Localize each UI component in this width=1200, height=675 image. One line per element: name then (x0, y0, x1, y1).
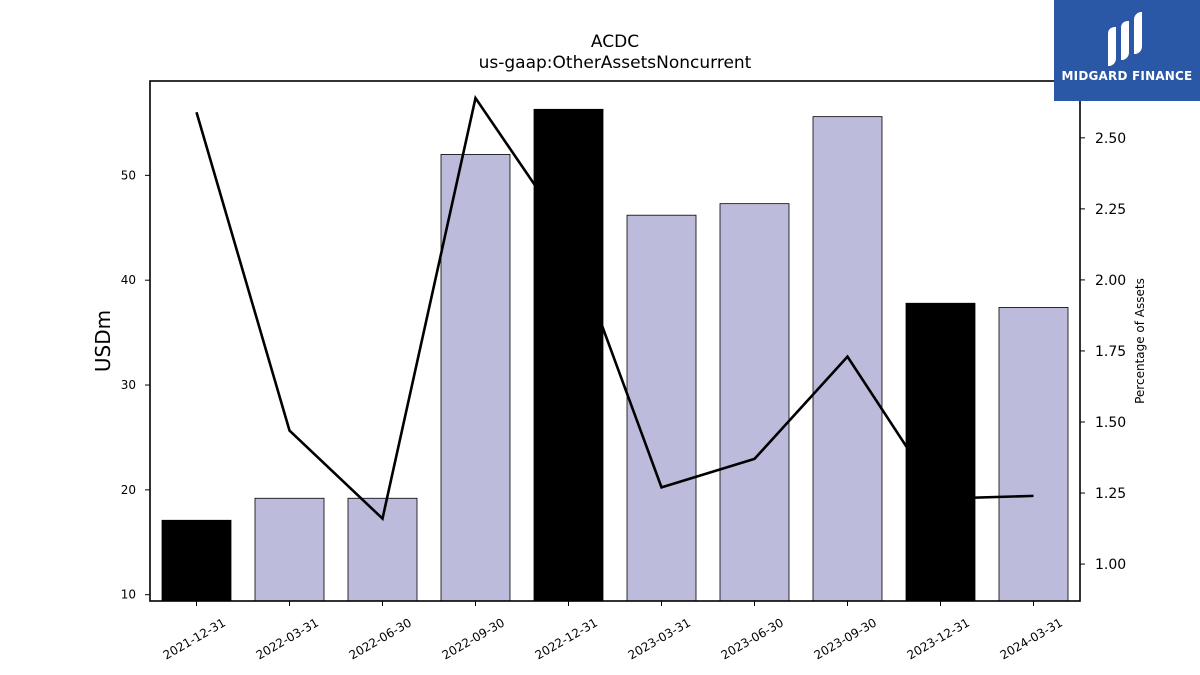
x-tick-label: 2023-03-31 (626, 615, 693, 662)
y2-tick-label: 1.25 (1095, 486, 1126, 502)
y-axis-label: USDm (91, 310, 115, 372)
bar (533, 108, 604, 602)
series-line (195, 94, 1034, 522)
x-tick-label: 2023-06-30 (719, 615, 786, 662)
x-tick-label: 2021-12-31 (161, 615, 228, 662)
x-tick-label: 2022-09-30 (440, 615, 507, 662)
y2-tick-label: 2.50 (1095, 131, 1126, 147)
logo-mark-icon (1108, 12, 1142, 66)
y2-axis-label: Percentage of Assets (1133, 278, 1147, 404)
bar (626, 214, 697, 602)
y-tick-label: 40 (121, 273, 136, 287)
chart-title: ACDC (590, 32, 640, 52)
y2-tick-label: 2.00 (1095, 273, 1126, 289)
y2-tick-label: 1.50 (1095, 415, 1126, 431)
y2-tick-label: 1.75 (1095, 344, 1126, 360)
y-tick-label: 10 (121, 588, 136, 602)
y-tick-label: 50 (121, 168, 136, 182)
y-tick-label: 30 (121, 378, 136, 392)
x-tick-label: 2023-12-31 (905, 615, 972, 662)
bar (440, 153, 511, 602)
x-tick-label: 2022-12-31 (533, 615, 600, 662)
x-tick-label: 2024-03-31 (998, 615, 1065, 662)
chart-subtitle: us-gaap:OtherAssetsNoncurrent (478, 53, 752, 73)
bar (905, 302, 976, 602)
x-tick-label: 2022-03-31 (254, 615, 321, 662)
x-tick-label: 2022-06-30 (347, 615, 414, 662)
y2-tick-label: 2.25 (1095, 202, 1126, 218)
brand-logo: MIDGARD FINANCE (1054, 0, 1200, 101)
logo-text: MIDGARD FINANCE (1061, 69, 1193, 83)
bar (998, 307, 1069, 602)
plot-frame (149, 80, 1081, 602)
x-tick-label: 2023-09-30 (812, 615, 879, 662)
bar (254, 497, 325, 602)
y-tick-label: 20 (121, 483, 136, 497)
bar (161, 519, 232, 602)
y2-tick-label: 1.00 (1095, 557, 1126, 573)
bar (719, 203, 790, 602)
